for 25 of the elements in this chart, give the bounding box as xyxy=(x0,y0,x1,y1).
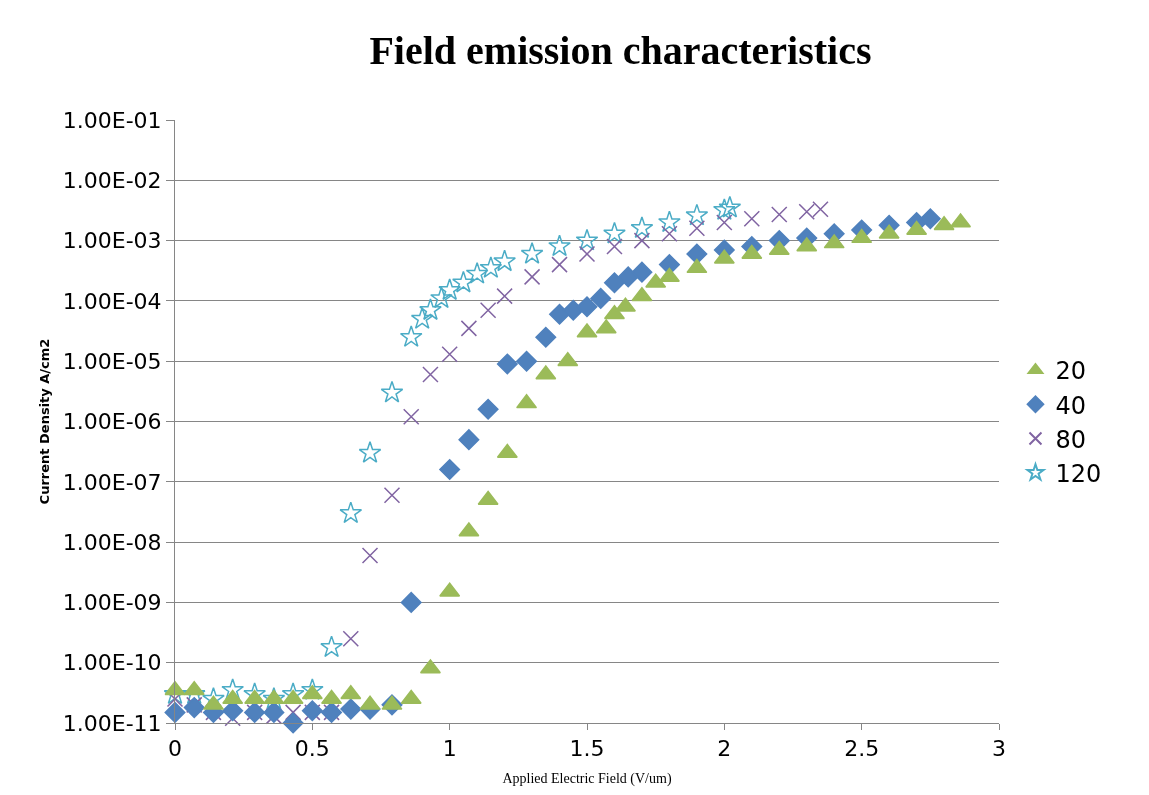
chart-title: Field emission characteristics xyxy=(369,27,872,73)
x-axis-title: Applied Electric Field (V/um) xyxy=(502,770,672,787)
y-tick-label: 1.00E-02 xyxy=(62,168,162,193)
y-axis-title: Current Density A/cm2 xyxy=(36,338,52,505)
y-tick-label: 1.00E-03 xyxy=(62,228,162,254)
x-tick-label: 0.5 xyxy=(294,736,330,762)
legend-label: 80 xyxy=(1055,425,1087,454)
y-tick-label: 1.00E-04 xyxy=(62,288,162,314)
y-tick-label: 1.00E-11 xyxy=(62,710,162,736)
x-tick-label: 2.5 xyxy=(844,736,880,762)
y-tick-label: 1.00E-06 xyxy=(62,409,162,435)
x-tick-label: 0 xyxy=(168,736,182,762)
x-tick-label: 3 xyxy=(992,736,1006,762)
y-tick-label: 1.00E-09 xyxy=(62,590,162,616)
legend-label: 40 xyxy=(1055,391,1087,420)
legend-label: 20 xyxy=(1055,357,1087,386)
legend-label: 120 xyxy=(1055,460,1102,489)
y-tick-label: 1.00E-08 xyxy=(62,529,162,555)
y-tick-label: 1.00E-05 xyxy=(62,348,162,374)
y-tick-label: 1.00E-01 xyxy=(62,107,162,133)
y-tick-label: 1.00E-07 xyxy=(62,469,162,495)
y-tick-label: 1.00E-10 xyxy=(62,650,162,676)
x-tick-label: 2 xyxy=(717,736,732,762)
x-tick-label: 1.5 xyxy=(569,736,605,762)
x-tick-label: 1 xyxy=(442,736,457,762)
